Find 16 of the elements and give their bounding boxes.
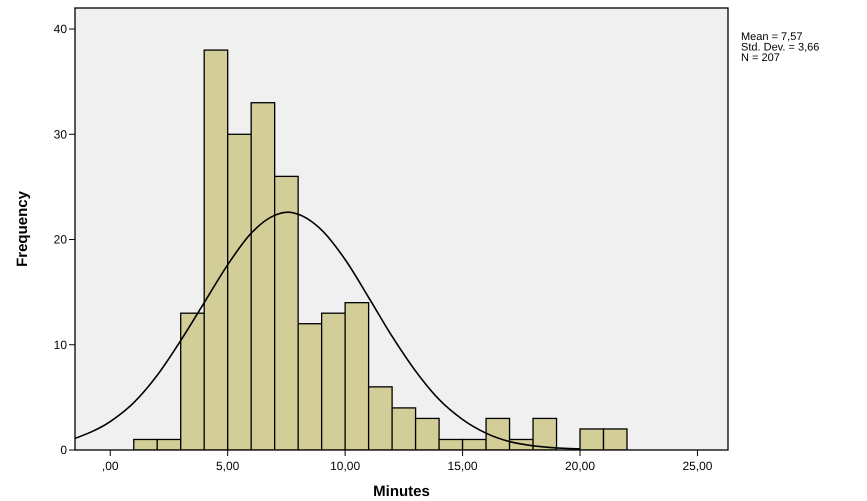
text: N = 207 [741,52,780,64]
text: Mean = 7,57 [741,31,802,43]
x-tick-label: 5,00 [216,459,240,473]
x-tick-label: 10,00 [330,459,360,473]
x-tick-label: 20,00 [565,459,596,473]
y-tick-label: 30 [54,127,68,142]
y-tick-label: 0 [60,443,68,458]
text: Std. Dev. = 3,66 [741,42,820,54]
x-tick-label: ,00 [102,459,119,473]
x-axis-title: Minutes [373,483,430,500]
y-tick-label: 40 [54,22,68,36]
x-tick-label: 25,00 [682,459,713,473]
y-tick-label: 20 [54,232,68,247]
x-tick-label: 15,00 [448,459,478,473]
y-axis-title: Frequency [14,190,31,267]
y-tick-label: 10 [54,338,68,352]
